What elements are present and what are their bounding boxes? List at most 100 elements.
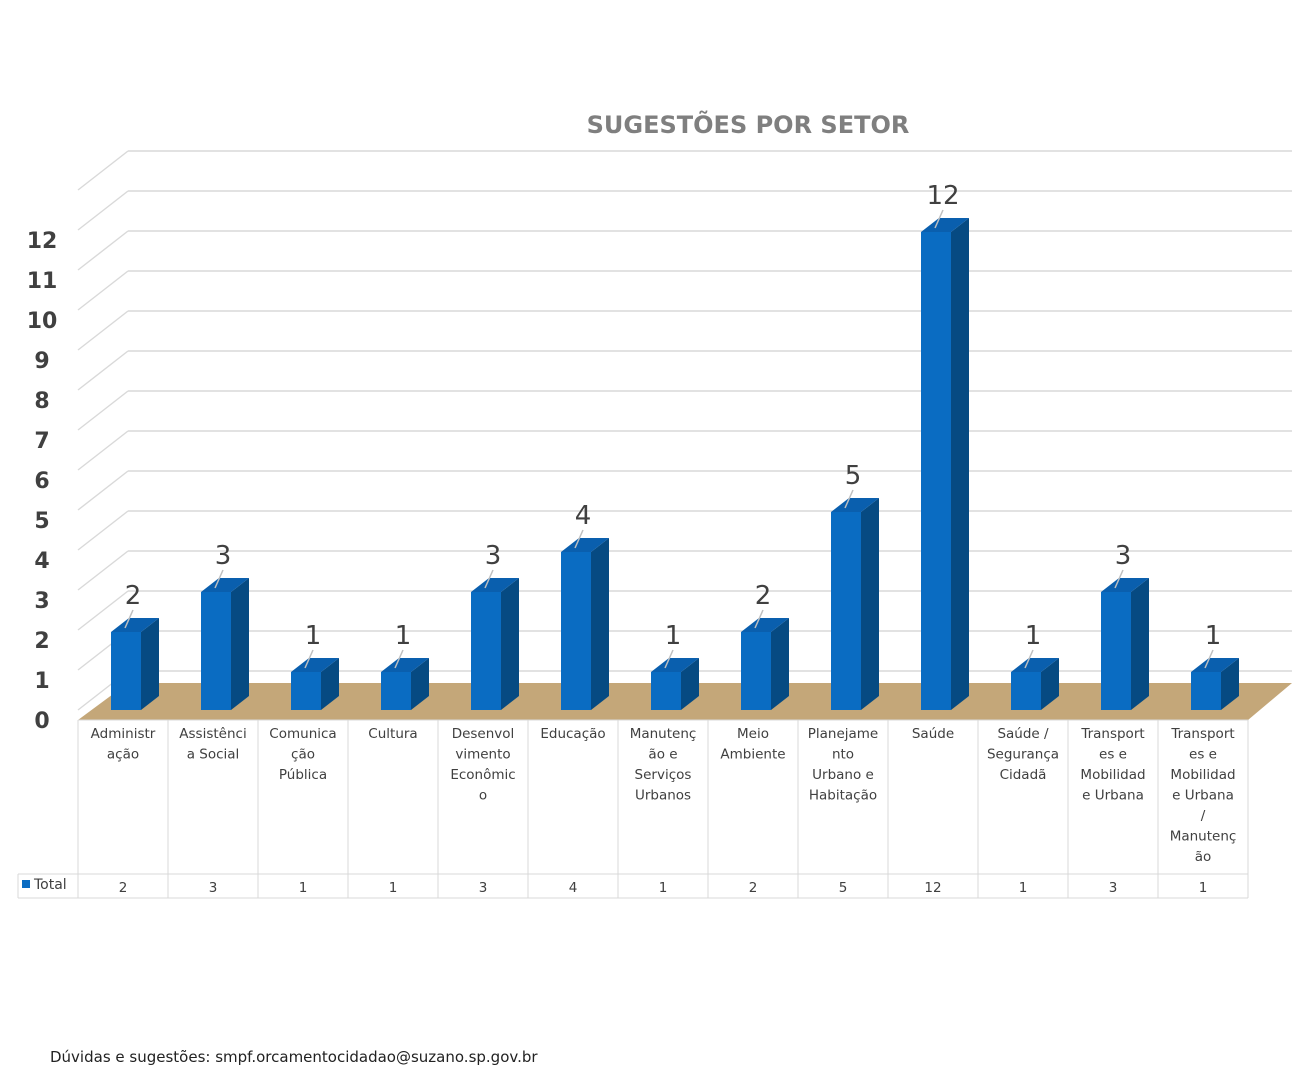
category-label: Meio Ambiente	[720, 726, 785, 763]
data-label-leader	[484, 569, 494, 589]
footer-contact: Dúvidas e sugestões: smpf.orcamentocidad…	[50, 1048, 538, 1066]
category-label-line: Saúde	[912, 726, 954, 742]
category-label: Transport es e Mobilidad e Urbana / Manutenç ã…	[1170, 726, 1237, 865]
category-label-line: Planejame	[808, 726, 879, 742]
category-label-line: Mobilidad	[1080, 767, 1145, 783]
table-value: 2	[119, 880, 128, 896]
category-label-line: Pública	[279, 767, 327, 783]
bar-side	[861, 498, 879, 710]
bar-top	[201, 578, 249, 592]
data-label-leader	[394, 649, 404, 669]
data-label-leader	[844, 489, 854, 509]
data-label: 5	[845, 461, 862, 491]
category-label: Planejame nto Urbano e Habitação	[808, 726, 879, 804]
bar-side	[501, 578, 519, 710]
data-label-leader	[124, 609, 134, 629]
bar	[1191, 672, 1221, 710]
bar-side	[951, 218, 969, 710]
category-label: Desenvol vimento Econômic o	[450, 726, 515, 804]
bar-side	[1131, 578, 1149, 710]
gridline-side	[77, 150, 129, 191]
bar-side	[321, 658, 339, 710]
category-label: Administr ação	[91, 726, 156, 763]
y-tick-label: 11	[27, 269, 58, 294]
bar	[921, 232, 951, 710]
category-label-line: ção	[291, 747, 315, 763]
data-label-leader	[754, 609, 764, 629]
data-label-leader	[304, 649, 314, 669]
category-label: Cultura	[368, 726, 417, 742]
category-label-line: nto	[832, 747, 854, 763]
legend-key	[22, 880, 30, 888]
category-label-line: o	[479, 788, 487, 804]
chart-title: SUGESTÕES POR SETOR	[587, 109, 910, 139]
category-label: Manutenç ão e Serviços Urbanos	[630, 726, 697, 804]
y-tick-label: 9	[34, 349, 49, 374]
y-tick-label: 6	[34, 469, 49, 494]
bar	[1101, 592, 1131, 710]
y-tick-label: 0	[34, 709, 49, 734]
table-value: 3	[1109, 880, 1118, 896]
gridline-side	[77, 430, 129, 471]
table-value: 2	[749, 880, 758, 896]
bar	[381, 672, 411, 710]
data-label-leader	[1024, 649, 1034, 669]
category-label: Assistênci a Social	[179, 726, 246, 763]
data-label-leader	[934, 209, 944, 229]
category-label-line: a Social	[187, 747, 240, 763]
bar-side	[681, 658, 699, 710]
category-label-line: Cidadã	[1000, 767, 1047, 783]
category-label-line: Saúde /	[997, 726, 1049, 742]
chart-page: SUGESTÕES POR SETOR 0 1 2 3 4 5 6 7 8 9 10 11 12 2 3 1 1 3…	[8, 8, 1292, 1066]
category-label: Saúde / Segurança Cidadã	[987, 726, 1059, 783]
y-tick-label: 1	[34, 669, 49, 694]
category-label-line: Meio	[737, 726, 769, 742]
category-label-line: Mobilidad	[1170, 767, 1235, 783]
gridline-side	[77, 550, 129, 591]
bar	[1011, 672, 1041, 710]
bar	[651, 672, 681, 710]
table-value: 1	[1019, 880, 1028, 896]
category-label-line: Segurança	[987, 747, 1059, 763]
data-label: 2	[125, 581, 142, 611]
category-label: Transport es e Mobilidad e Urbana	[1080, 726, 1145, 804]
series-name: Total	[33, 877, 67, 893]
category-label: Saúde	[912, 726, 954, 742]
bar-top	[1191, 658, 1239, 672]
category-label-line: Comunica	[269, 726, 336, 742]
bar-side	[231, 578, 249, 710]
bar	[201, 592, 231, 710]
category-label: Educação	[540, 726, 605, 742]
bar-top	[381, 658, 429, 672]
gridline-side	[77, 390, 129, 431]
table-value: 1	[389, 880, 398, 896]
bar-side	[1221, 658, 1239, 710]
data-label-leader	[664, 649, 674, 669]
bar-top	[741, 618, 789, 632]
y-tick-label: 8	[34, 389, 49, 414]
table-value: 3	[479, 880, 488, 896]
y-tick-label: 2	[34, 629, 49, 654]
table-value: 5	[839, 880, 848, 896]
bar-top	[1011, 658, 1059, 672]
y-tick-label: 10	[27, 309, 58, 334]
category-label-line: Assistênci	[179, 726, 246, 742]
y-tick-label: 7	[34, 429, 49, 454]
category-label-line: Desenvol	[452, 726, 515, 742]
category-label-line: Administr	[91, 726, 156, 742]
category-label-line: Ambiente	[720, 747, 785, 763]
data-label: 3	[485, 541, 502, 571]
bar-side	[591, 538, 609, 710]
category-label-line: ão	[1195, 849, 1212, 865]
data-label: 3	[1115, 541, 1132, 571]
bar-top	[831, 498, 879, 512]
gridline-side	[77, 190, 129, 231]
category-label-line: Urbano e	[812, 767, 874, 783]
bar-side	[1041, 658, 1059, 710]
data-label: 1	[665, 621, 682, 651]
data-label: 1	[305, 621, 322, 651]
bar-top	[471, 578, 519, 592]
bar-top	[1101, 578, 1149, 592]
bar-top	[921, 218, 969, 232]
